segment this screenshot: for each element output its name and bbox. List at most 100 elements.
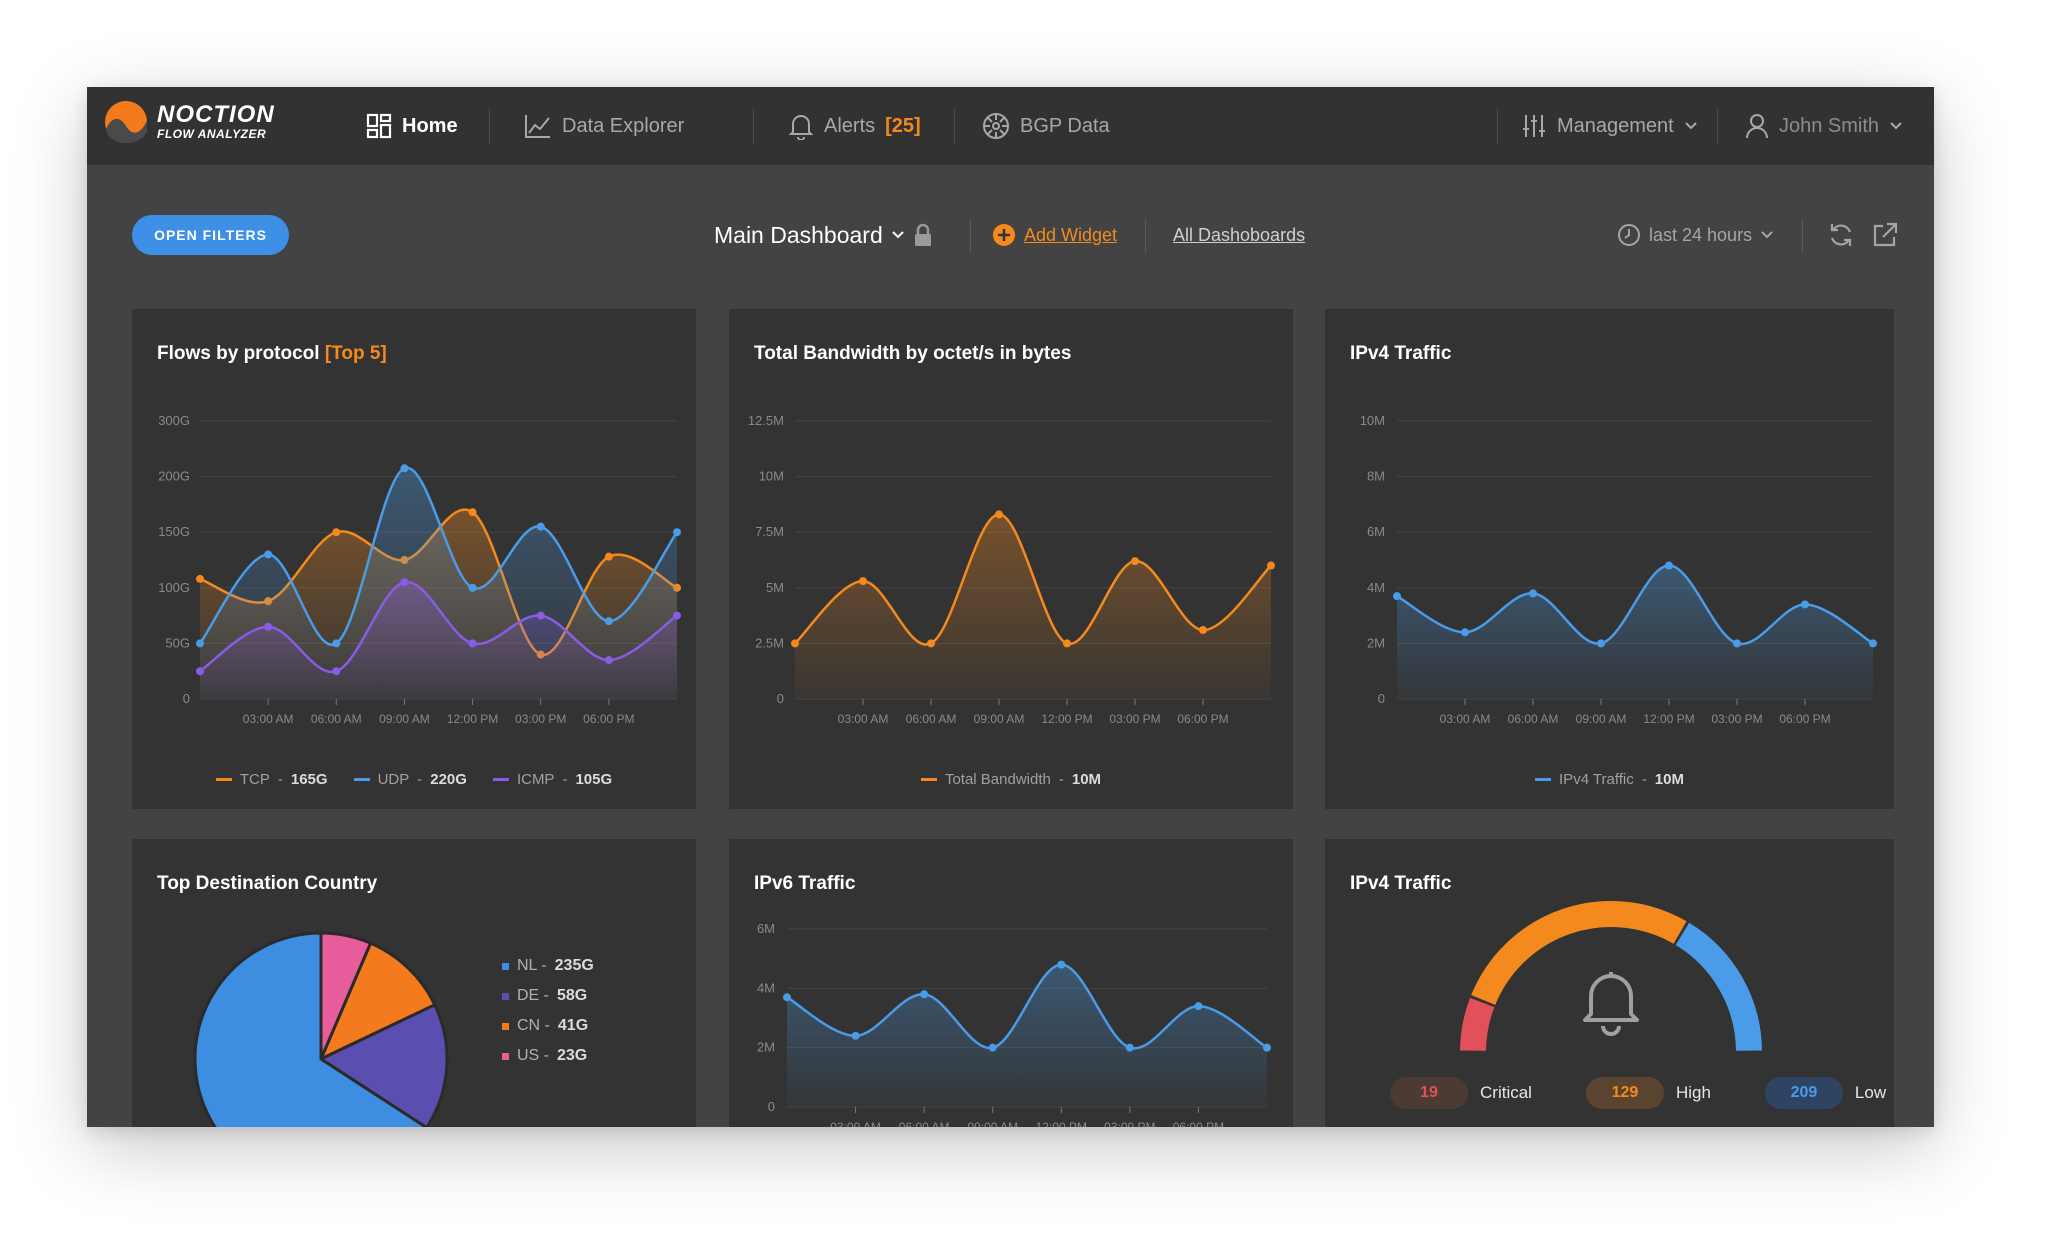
widget-flows-by-protocol: Flows by protocol [Top 5] 0 50G 100G 150G 20…: [132, 309, 696, 809]
legend-swatch: [502, 1052, 509, 1060]
legend-swatch: [502, 1022, 509, 1030]
legend-swatch: [920, 778, 937, 781]
toolbar-divider: [1802, 219, 1803, 253]
data-point: [196, 639, 204, 648]
pie-legend-item-cn[interactable]: CN - 41G: [502, 1011, 594, 1041]
data-point: [851, 1031, 860, 1040]
high-count-badge[interactable]: 129: [1585, 1077, 1664, 1109]
x-tick-label: 06:00 PM: [1173, 1120, 1224, 1127]
nav-divider: [1717, 109, 1718, 145]
legend-name: DE -: [517, 987, 549, 1004]
nav-data-explorer[interactable]: Data Explorer: [524, 87, 684, 165]
widget-title: IPv6 Traffic: [754, 873, 856, 894]
legend-name: NL -: [517, 957, 547, 974]
widget-top-destination-country: Top Destination Country NL - 235G DE - 58G C…: [132, 839, 696, 1127]
data-point: [264, 550, 273, 559]
nav-divider: [753, 109, 754, 145]
data-point: [1461, 628, 1469, 637]
bell-icon: [1583, 972, 1639, 1036]
data-point: [536, 522, 545, 531]
legend-name: CN -: [517, 1017, 550, 1034]
data-point: [1131, 557, 1139, 566]
critical-count-badge[interactable]: 19: [1390, 1077, 1468, 1109]
x-tick-label: 03:00 AM: [830, 1120, 881, 1127]
toolbar-divider: [970, 219, 971, 253]
data-point: [927, 639, 935, 648]
widget-ipv6-traffic: IPv6 Traffic 0 2M 4M 6M 03:00 AM 06:00 AM 09:0…: [729, 839, 1293, 1127]
legend-name: Total Bandwidth: [944, 771, 1051, 788]
brand-logo[interactable]: NOCTION FLOW ANALYZER: [103, 99, 275, 145]
nav-divider: [1497, 109, 1498, 145]
x-tick-label: 06:00 PM: [1779, 712, 1830, 726]
legend-item-icmp[interactable]: ICMP - 105G: [492, 771, 613, 788]
nav-alerts[interactable]: Alerts [25]: [788, 87, 921, 165]
data-point: [196, 574, 204, 583]
y-tick-label: 2M: [1367, 635, 1385, 650]
pie-slice-de: [317, 1002, 449, 1127]
all-dashboards-link[interactable]: All Dashoboards: [1173, 224, 1306, 245]
legend-value: 220G: [430, 771, 467, 788]
nav-home[interactable]: Home: [366, 87, 458, 165]
nav-management[interactable]: Management: [1521, 87, 1698, 165]
sliders-icon: [1523, 115, 1545, 137]
time-range-selector[interactable]: last 24 hours: [1617, 221, 1774, 249]
x-tick-label: 06:00 AM: [311, 712, 362, 726]
legend-swatch: [492, 778, 509, 781]
top-navigation-bar: NOCTION FLOW ANALYZER Home Data Explorer…: [87, 87, 1934, 165]
pie-legend-item-nl[interactable]: NL - 235G: [502, 951, 594, 981]
chart-legend: Total Bandwidth - 10M: [729, 771, 1293, 788]
open-filters-button[interactable]: OPEN FILTERS: [132, 215, 289, 255]
external-link-icon[interactable]: [1871, 221, 1899, 249]
legend-swatch: [353, 778, 370, 781]
legend-item-udp[interactable]: UDP - 220G: [353, 771, 467, 788]
low-count-badge[interactable]: 209: [1764, 1077, 1843, 1109]
dashboard-grid-icon: [366, 113, 392, 139]
y-tick-label: 4M: [757, 980, 775, 995]
user-menu[interactable]: John Smith: [1745, 87, 1903, 165]
legend-item-tcp[interactable]: TCP - 165G: [215, 771, 328, 788]
x-tick-label: 12:00 PM: [1041, 712, 1092, 726]
data-point: [673, 528, 681, 537]
data-point: [332, 528, 341, 537]
dashboard-title: Main Dashboard: [714, 221, 883, 248]
y-tick-label: 4M: [1367, 580, 1385, 595]
x-tick-label: 03:00 AM: [838, 712, 889, 726]
series-line-ipv4-traffic: [1396, 564, 1874, 646]
legend-item-ipv4-traffic[interactable]: IPv4 Traffic - 10M: [1535, 771, 1684, 788]
refresh-icon[interactable]: [1827, 221, 1855, 249]
data-point: [673, 611, 681, 620]
widget-title-text: Flows by protocol: [157, 343, 320, 364]
x-tick-label: 09:00 AM: [967, 1120, 1018, 1127]
pie-legend-item-us[interactable]: US - 23G: [502, 1041, 594, 1071]
dashboard-selector[interactable]: Main Dashboard: [714, 219, 933, 251]
nav-data-explorer-label: Data Explorer: [562, 114, 685, 137]
alerts-count-badge: [25]: [885, 114, 921, 137]
ipv4-area-chart: 0 2M 4M 6M 8M 10M 03:00 AM 06:00 AM 09:00 AM 12:0…: [1360, 413, 1877, 726]
x-tick-label: 06:00 PM: [1177, 712, 1228, 726]
chart-legend: IPv4 Traffic - 10M: [1325, 771, 1894, 788]
y-tick-label: 0: [777, 691, 784, 706]
x-tick-label: 03:00 PM: [1109, 712, 1160, 726]
user-icon: [1746, 114, 1768, 139]
legend-item-total-bandwidth[interactable]: Total Bandwidth - 10M: [920, 771, 1102, 788]
toolbar-divider: [1145, 219, 1146, 253]
x-tick-label: 03:00 PM: [515, 712, 566, 726]
y-tick-label: 6M: [1367, 524, 1385, 539]
chevron-down-icon: [1761, 231, 1773, 239]
critical-label: Critical: [1480, 1083, 1532, 1102]
data-point: [1869, 639, 1877, 648]
nav-alerts-label: Alerts: [824, 114, 876, 137]
data-point: [1267, 561, 1275, 570]
data-point: [988, 1043, 997, 1052]
pie-legend: NL - 235G DE - 58G CN - 41G US - 23G: [502, 951, 594, 1071]
legend-value: 10M: [1071, 771, 1102, 788]
add-widget-link[interactable]: Add Widget: [992, 221, 1117, 249]
legend-name: IPv4 Traffic: [1559, 771, 1634, 788]
data-point: [1194, 1002, 1203, 1011]
legend-value: 41G: [557, 1017, 589, 1034]
legend-value: 105G: [575, 771, 613, 788]
x-tick-label: 06:00 AM: [899, 1120, 950, 1127]
series-line-icmp: [199, 580, 678, 674]
pie-legend-item-de[interactable]: DE - 58G: [502, 981, 594, 1011]
nav-bgp-data[interactable]: BGP Data: [982, 87, 1110, 165]
